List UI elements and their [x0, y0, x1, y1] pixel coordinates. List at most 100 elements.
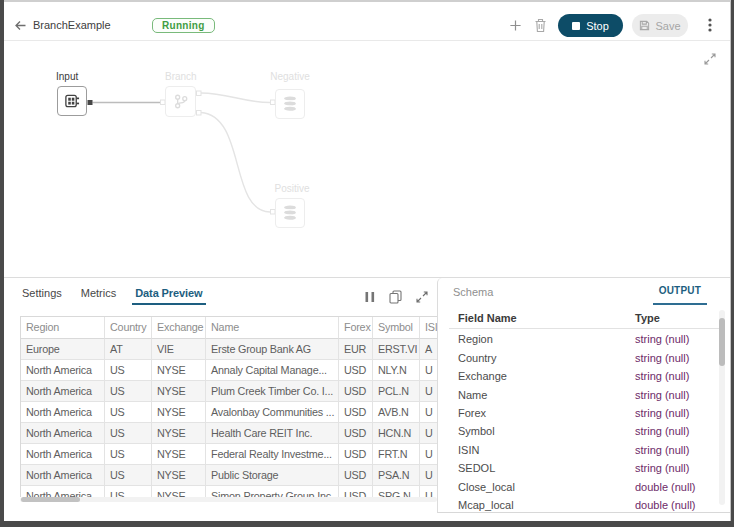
table-cell: U — [420, 402, 437, 423]
table-row[interactable]: North AmericaUSNYSEAvalonbay Communities… — [21, 402, 437, 423]
stop-button[interactable]: Stop — [558, 14, 623, 37]
table-cell: Federal Realty Investme... — [206, 444, 339, 465]
pause-icon[interactable] — [365, 291, 375, 303]
table-cell: NYSE — [152, 465, 206, 486]
node-positive[interactable] — [275, 198, 305, 228]
table-cell: US — [105, 402, 152, 423]
node-label-input: Input — [56, 71, 78, 82]
field-name: Symbol — [458, 425, 635, 437]
table-cell: U — [420, 381, 437, 402]
schema-row[interactable]: Forexstring (null) — [458, 404, 718, 422]
field-type: string (null) — [635, 352, 689, 364]
table-row[interactable]: North AmericaUSNYSESimon Property Group … — [21, 486, 437, 497]
type-header: Type — [635, 312, 660, 324]
pipeline-canvas[interactable]: Input Branch Negative — [4, 41, 730, 277]
preview-table-body: EuropeATVIEErste Group Bank AGEURERST.VI… — [21, 339, 437, 497]
table-cell: Health Care REIT Inc. — [206, 423, 339, 444]
table-row[interactable]: North AmericaUSNYSEPublic StorageUSDPSA.… — [21, 465, 437, 486]
back-arrow-icon[interactable] — [15, 20, 27, 31]
schema-rows: Regionstring (null)Countrystring (null)E… — [458, 330, 718, 513]
node-branch[interactable] — [165, 86, 196, 117]
field-type: double (null) — [635, 481, 696, 493]
vertical-scrollbar-thumb[interactable] — [719, 318, 725, 366]
table-row[interactable]: North AmericaUSNYSEPlum Creek Timber Co.… — [21, 381, 437, 402]
add-icon[interactable] — [509, 19, 522, 32]
table-cell: Europe — [21, 339, 105, 360]
table-cell: USD — [339, 402, 373, 423]
table-cell: NYSE — [152, 402, 206, 423]
table-row[interactable]: North AmericaUSNYSEFederal Realty Invest… — [21, 444, 437, 465]
table-cell: PCL.N — [373, 381, 420, 402]
field-name-header: Field Name — [458, 312, 635, 324]
database-icon — [281, 203, 299, 222]
schema-row[interactable]: Close_localdouble (null) — [458, 477, 718, 495]
field-name: Name — [458, 389, 635, 401]
field-type: string (null) — [635, 425, 689, 437]
table-cell: FRT.N — [373, 444, 420, 465]
table-cell: HCN.N — [373, 423, 420, 444]
copy-icon[interactable] — [389, 290, 402, 304]
menu-dots-icon[interactable] — [707, 18, 713, 32]
schema-row[interactable]: ISINstring (null) — [458, 441, 718, 459]
table-cell: USD — [339, 381, 373, 402]
schema-row[interactable]: Exchangestring (null) — [458, 367, 718, 385]
panel-tabs: Settings Metrics Data Preview — [19, 278, 206, 305]
node-negative[interactable] — [275, 89, 305, 119]
table-row[interactable]: EuropeATVIEErste Group Bank AGEURERST.VI… — [21, 339, 437, 360]
field-type: double (null) — [635, 499, 696, 511]
column-header: Exchange — [152, 317, 206, 339]
node-label-positive: Positive — [262, 183, 322, 194]
table-cell: North America — [21, 465, 105, 486]
save-icon — [639, 20, 650, 31]
stop-button-label: Stop — [586, 20, 609, 32]
horizontal-scrollbar-thumb[interactable] — [21, 497, 80, 502]
schema-row[interactable]: Mcap_localdouble (null) — [458, 496, 718, 513]
schema-panel: Schema OUTPUT Field Name Type Regionstri… — [437, 278, 730, 513]
tab-data-preview[interactable]: Data Preview — [132, 278, 205, 305]
data-preview-panel: Settings Metrics Data Preview RegionCoun… — [4, 278, 437, 520]
field-name: Forex — [458, 407, 635, 419]
table-cell: US — [105, 423, 152, 444]
table-cell: US — [105, 444, 152, 465]
page-title: BranchExample — [33, 19, 111, 31]
table-cell: USD — [339, 444, 373, 465]
schema-row[interactable]: Regionstring (null) — [458, 330, 718, 348]
schema-row[interactable]: SEDOLstring (null) — [458, 459, 718, 477]
status-badge: Running — [152, 18, 215, 33]
table-cell: US — [105, 465, 152, 486]
column-header: Symbol — [373, 317, 420, 339]
table-cell: EUR — [339, 339, 373, 360]
expand-icon[interactable] — [416, 291, 428, 303]
table-cell: US — [105, 381, 152, 402]
table-cell: U — [420, 486, 437, 497]
tab-metrics[interactable]: Metrics — [78, 278, 119, 305]
node-label-branch: Branch — [165, 71, 196, 82]
schema-row[interactable]: Symbolstring (null) — [458, 422, 718, 440]
column-header: Country — [105, 317, 152, 339]
node-input[interactable] — [57, 86, 87, 116]
column-header: Forex — [339, 317, 373, 339]
tab-settings[interactable]: Settings — [19, 278, 65, 305]
schema-row[interactable]: Countrystring (null) — [458, 349, 718, 367]
delete-icon[interactable] — [534, 18, 547, 33]
table-row[interactable]: North AmericaUSNYSEHealth Care REIT Inc.… — [21, 423, 437, 444]
table-row[interactable]: North AmericaUSNYSEAnnaly Capital Manage… — [21, 360, 437, 381]
field-type: string (null) — [635, 370, 689, 382]
table-cell: Annaly Capital Manage... — [206, 360, 339, 381]
table-cell: North America — [21, 444, 105, 465]
field-name: ISIN — [458, 444, 635, 456]
table-cell: NYSE — [152, 486, 206, 497]
schema-row[interactable]: Namestring (null) — [458, 385, 718, 403]
table-cell: Public Storage — [206, 465, 339, 486]
tab-output[interactable]: OUTPUT — [653, 285, 707, 305]
table-cell: North America — [21, 423, 105, 444]
field-name: Close_local — [458, 481, 635, 493]
column-header: ISIN — [420, 317, 437, 339]
node-label-negative: Negative — [260, 71, 320, 82]
horizontal-scrollbar-track[interactable] — [20, 497, 437, 502]
table-cell: NLY.N — [373, 360, 420, 381]
save-button[interactable]: Save — [632, 14, 688, 37]
table-cell: NYSE — [152, 423, 206, 444]
table-cell: USD — [339, 423, 373, 444]
bottom-section: Settings Metrics Data Preview RegionCoun… — [4, 277, 730, 520]
